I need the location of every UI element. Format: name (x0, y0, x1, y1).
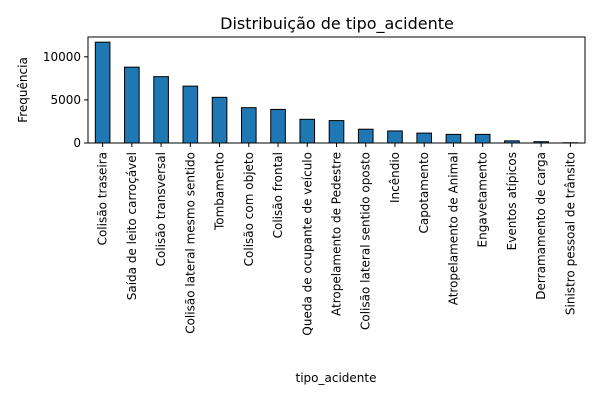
y-tick-label: 10000 (43, 50, 81, 64)
y-tick-label: 5000 (50, 93, 81, 107)
bar (153, 76, 169, 144)
x-tick-label: Saída de leito carroçável (125, 152, 139, 300)
x-tick-label: Eventos atípicos (505, 152, 519, 250)
x-tick-label: Colisão traseira (96, 152, 110, 245)
y-tick-label: 0 (73, 136, 81, 150)
x-tick-label: Incêndio (388, 152, 402, 203)
x-tick-label: Queda de ocupante de veículo (300, 152, 314, 336)
x-tick-label: Colisão frontal (271, 152, 285, 238)
x-tick-label: Derramamento de carga (534, 152, 548, 300)
x-tick-label: Colisão com objeto (242, 152, 256, 266)
bar (445, 133, 462, 144)
x-tick-label: Colisão transversal (154, 152, 168, 266)
chart-title: Distribuição de tipo_acidente (220, 14, 454, 34)
bar (270, 108, 286, 144)
x-tick-label: Atropelamento de Animal (446, 152, 460, 305)
bar (94, 41, 111, 144)
x-tick-label: Tombamento (213, 152, 227, 231)
bar (240, 107, 257, 144)
bar (182, 85, 199, 144)
bar (211, 96, 228, 144)
plot-frame (87, 36, 586, 144)
x-tick-label: Capotamento (417, 152, 431, 233)
bar (416, 132, 433, 144)
x-tick-label: Colisão lateral mesmo sentido (183, 152, 197, 334)
y-axis-label: Frequência (16, 57, 30, 123)
bar (387, 130, 403, 144)
bar (124, 66, 140, 144)
x-tick-label: Sinistro pessoal de trânsito (563, 152, 577, 315)
x-axis: Colisão traseira Saída de leito carroçáve… (96, 143, 577, 336)
x-axis-label: tipo_acidente (296, 371, 377, 385)
bar (357, 128, 374, 144)
bar (328, 120, 345, 144)
y-axis: 0 5000 10000 (43, 50, 88, 150)
bars-group (94, 41, 579, 144)
x-tick-label: Atropelamento de Pedestre (330, 152, 344, 316)
x-tick-label: Colisão lateral sentido oposto (359, 152, 373, 330)
x-tick-label: Engavetamento (476, 152, 490, 247)
bar (299, 118, 316, 144)
bar (474, 133, 491, 144)
